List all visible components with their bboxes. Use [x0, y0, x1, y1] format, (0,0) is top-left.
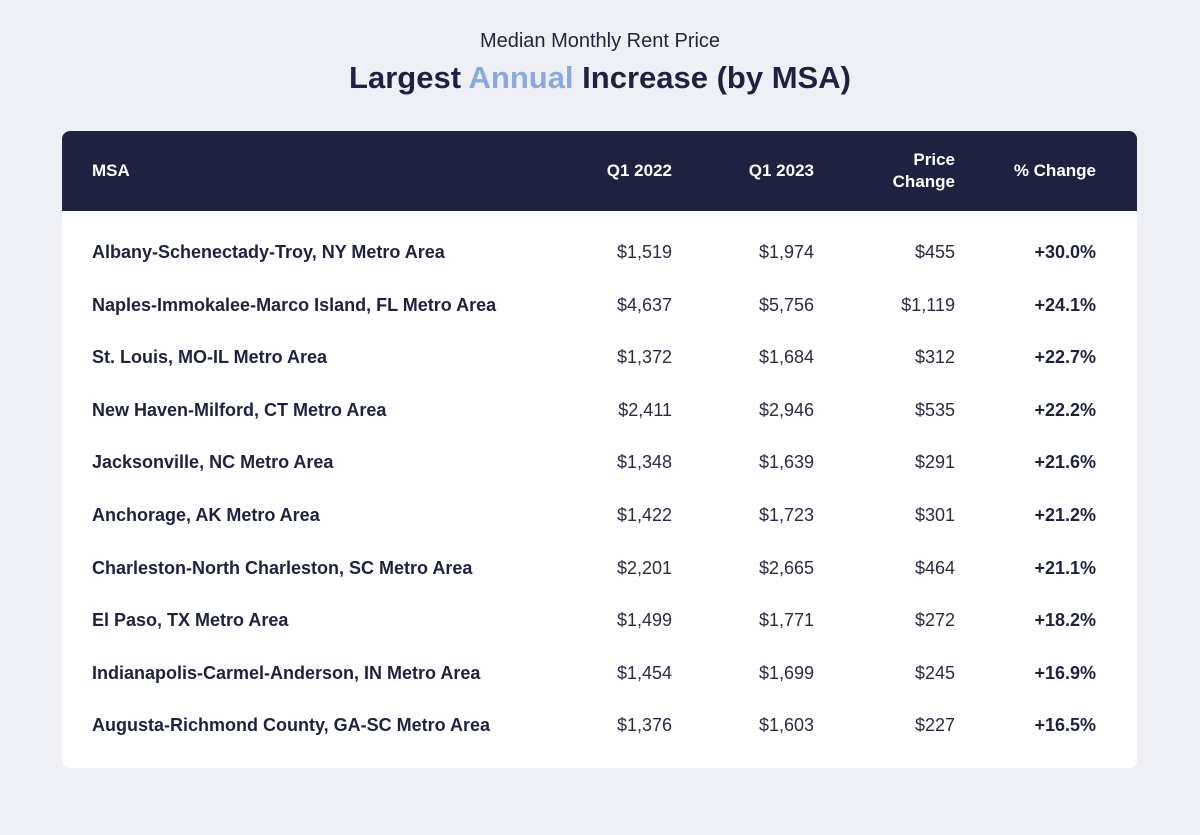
header-msa: MSA	[92, 161, 130, 180]
cell-price-change: $272	[914, 610, 955, 631]
cell-price-change: $301	[914, 505, 955, 525]
cell-q1-2022: $1,499	[616, 610, 672, 631]
cell-q1-2022: $4,637	[616, 294, 672, 315]
cell-q1-2023: $5,756	[758, 294, 814, 315]
cell-q1-2022: $1,422	[616, 505, 672, 525]
cell-price-change: $291	[914, 452, 955, 473]
cell-price-change: $455	[914, 242, 955, 262]
cell-price-change: $535	[914, 399, 955, 420]
table-row: Albany-Schenectady-Troy, NY Metro Area $1…	[62, 229, 1137, 281]
title-part-1: Largest	[349, 60, 469, 95]
cell-price-change: $227	[914, 715, 955, 736]
cell-q1-2022: $1,519	[616, 242, 672, 262]
cell-q1-2023: $1,699	[758, 662, 814, 683]
table-row: Augusta-Richmond County, GA-SC Metro Are…	[62, 702, 1137, 754]
cell-msa: Naples-Immokalee-Marco Island, FL Metro …	[92, 294, 497, 315]
cell-msa: St. Louis, MO-IL Metro Area	[92, 347, 328, 368]
table-row: New Haven-Milford, CT Metro Area $2,411 $2…	[62, 387, 1137, 439]
cell-pct-change: +21.6%	[1034, 452, 1096, 473]
cell-q1-2023: $1,639	[758, 452, 814, 473]
cell-msa: Indianapolis-Carmel-Anderson, IN Metro A…	[92, 662, 481, 683]
cell-q1-2022: $2,201	[616, 557, 672, 578]
chart-subtitle: Median Monthly Rent Price	[479, 30, 721, 52]
cell-price-change: $245	[914, 662, 955, 683]
cell-pct-change: +22.2%	[1034, 399, 1096, 420]
cell-msa: Jacksonville, NC Metro Area	[92, 452, 334, 473]
cell-q1-2023: $1,603	[758, 715, 814, 736]
cell-price-change: $464	[914, 557, 955, 578]
cell-msa: Anchorage, AK Metro Area	[92, 505, 320, 525]
cell-q1-2022: $1,348	[616, 452, 672, 473]
cell-q1-2023: $2,665	[758, 557, 814, 578]
header-q1-2023: Q1 2023	[748, 161, 814, 180]
header-price-change-line-2: Change	[892, 172, 955, 191]
table-row: Anchorage, AK Metro Area $1,422 $1,723 $301…	[62, 492, 1137, 544]
header-price-change-line-1: Price	[913, 150, 955, 169]
table-header: MSA Q1 2022 Q1 2023 Price Change % Chang…	[62, 131, 1137, 211]
cell-pct-change: +18.2%	[1034, 610, 1096, 631]
cell-q1-2023: $1,723	[758, 505, 814, 525]
cell-price-change: $312	[914, 347, 955, 368]
table-row: Jacksonville, NC Metro Area $1,348 $1,639 $…	[62, 439, 1137, 491]
table-card: MSA Q1 2022 Q1 2023 Price Change % Chang…	[62, 131, 1137, 768]
cell-q1-2023: $1,771	[758, 610, 814, 631]
table-row: Naples-Immokalee-Marco Island, FL Metro …	[62, 282, 1137, 334]
cell-q1-2022: $1,376	[616, 715, 672, 736]
header-price-change: Price Change	[893, 149, 955, 193]
cell-msa: El Paso, TX Metro Area	[92, 610, 289, 631]
cell-msa: Augusta-Richmond County, GA-SC Metro Are…	[92, 715, 491, 736]
cell-msa: Charleston-North Charleston, SC Metro Ar…	[92, 557, 473, 578]
header-pct-change: % Change	[1013, 161, 1096, 180]
chart-title: Largest Annual Increase (by MSA)	[0, 60, 1200, 96]
cell-pct-change: +30.0%	[1034, 242, 1096, 262]
table-row: Indianapolis-Carmel-Anderson, IN Metro A…	[62, 650, 1137, 702]
cell-q1-2023: $1,684	[758, 347, 814, 368]
cell-pct-change: +21.1%	[1034, 557, 1096, 578]
title-accent: Annual	[468, 60, 574, 95]
table-row: St. Louis, MO-IL Metro Area $1,372 $1,684 $…	[62, 334, 1137, 386]
cell-q1-2022: $2,411	[618, 399, 672, 420]
cell-pct-change: +21.2%	[1034, 505, 1096, 525]
cell-msa: Albany-Schenectady-Troy, NY Metro Area	[92, 242, 445, 262]
title-part-2: Increase (by MSA)	[573, 60, 851, 95]
header-q1-2022: Q1 2022	[606, 161, 672, 180]
table-row: El Paso, TX Metro Area $1,499 $1,771 $272 +1…	[62, 597, 1137, 649]
cell-price-change: $1,119	[901, 294, 955, 315]
cell-q1-2023: $1,974	[758, 242, 814, 262]
cell-msa: New Haven-Milford, CT Metro Area	[92, 399, 387, 420]
cell-q1-2023: $2,946	[758, 399, 814, 420]
cell-q1-2022: $1,454	[616, 662, 672, 683]
cell-pct-change: +16.5%	[1034, 715, 1096, 736]
cell-pct-change: +22.7%	[1034, 347, 1096, 368]
cell-q1-2022: $1,372	[616, 347, 672, 368]
cell-pct-change: +24.1%	[1034, 294, 1096, 315]
table-row: Charleston-North Charleston, SC Metro Ar…	[62, 545, 1137, 597]
cell-pct-change: +16.9%	[1034, 662, 1096, 683]
